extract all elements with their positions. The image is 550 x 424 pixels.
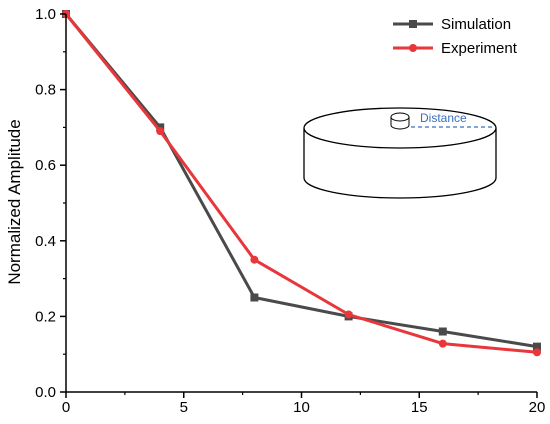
x-tick-label: 15 [411, 399, 428, 416]
data-point-simulation [533, 342, 541, 351]
legend-swatch-marker [409, 20, 417, 28]
x-tick-label: 10 [293, 399, 310, 416]
data-point-simulation [438, 327, 447, 336]
y-axis-title: Normalized Amplitude [5, 119, 24, 284]
y-tick-label: 0.6 [35, 157, 56, 174]
y-tick-label: 0.0 [35, 384, 56, 401]
x-tick-label: 20 [529, 399, 546, 416]
legend-swatch-marker [409, 44, 417, 52]
plot-area [62, 10, 541, 357]
distance-label: Distance [420, 111, 467, 125]
data-point-experiment [533, 348, 541, 357]
series-line-experiment [64, 13, 538, 354]
y-tick-label: 0.8 [35, 82, 56, 99]
y-tick-label: 0.2 [35, 308, 56, 325]
data-point-experiment [250, 255, 259, 264]
x-tick-label: 5 [180, 399, 188, 416]
legend: Simulation Experiment [393, 16, 518, 57]
series-line-simulation [64, 13, 538, 349]
y-tick-label: 1.0 [35, 6, 56, 23]
data-point-simulation [250, 293, 259, 302]
sensor-top [390, 112, 410, 122]
data-point-experiment [156, 127, 165, 136]
x-tick-label: 0 [62, 399, 70, 416]
data-point-experiment [438, 339, 447, 348]
legend-label-experiment: Experiment [441, 40, 518, 57]
legend-label-simulation: Simulation [441, 16, 511, 33]
data-point-experiment [344, 310, 353, 319]
axes: 0 5 10 15 20 0.0 0.2 0.4 0.6 0.8 1.0 [35, 6, 545, 416]
inset-diagram: Distance [303, 107, 497, 199]
y-tick-label: 0.4 [35, 233, 56, 250]
